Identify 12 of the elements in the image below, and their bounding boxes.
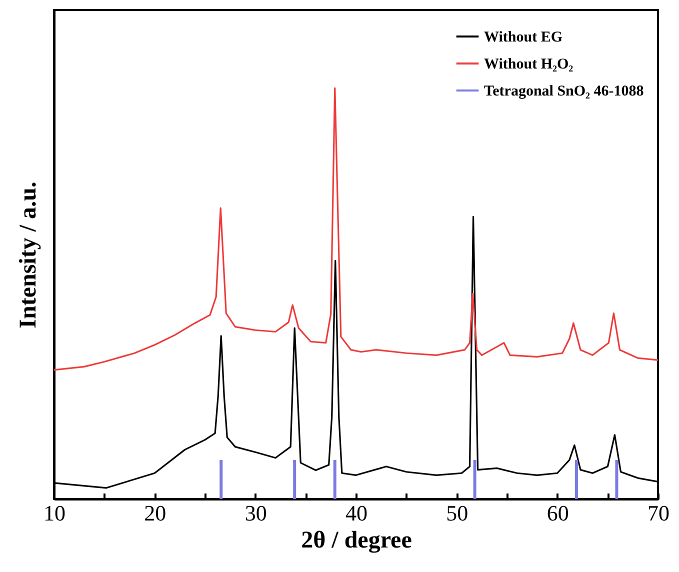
x-tick-label: 20: [144, 500, 166, 526]
legend-label: Without H₂O₂: [484, 56, 574, 72]
y-axis-title: Intensity / a.u.: [16, 182, 42, 328]
legend-label: Without EG: [484, 30, 563, 46]
x-tick-label: 10: [44, 500, 66, 526]
x-tick-label: 30: [244, 500, 267, 526]
x-tick-label: 60: [546, 500, 569, 526]
x-tick-label: 40: [346, 500, 368, 526]
legend-label: Tetragonal SnO₂ 46-1088: [484, 84, 644, 100]
x-tick-label: 70: [648, 500, 670, 526]
x-axis-title: 2θ / degree: [301, 528, 412, 554]
x-tick-label: 50: [446, 500, 468, 526]
